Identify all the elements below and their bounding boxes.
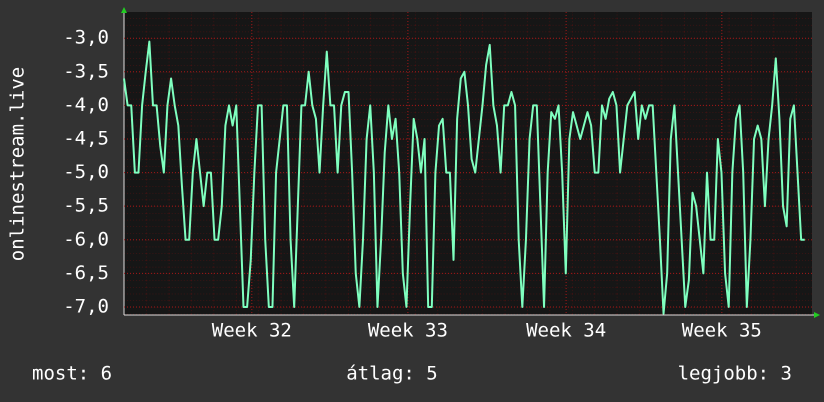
footer-stat: átlag: 5 (346, 363, 438, 385)
y-arrow (121, 7, 127, 13)
y-tick-label: -6,5 (63, 262, 109, 284)
y-tick-label: -7,0 (63, 295, 109, 317)
x-arrow (814, 312, 820, 318)
x-tick-label: Week 34 (526, 320, 606, 342)
footer-stat: most: 6 (32, 363, 112, 385)
y-tick-label: -4,0 (63, 94, 109, 116)
minor-grid (124, 12, 812, 315)
y-tick-label: -3,0 (63, 27, 109, 49)
y-tick-label: -3,5 (63, 60, 109, 82)
y-axis-label: onlinestream.live (7, 67, 29, 261)
footer-stat: legjobb: 3 (678, 363, 792, 385)
y-tick-label: -5,5 (63, 195, 109, 217)
x-tick-label: Week 35 (682, 320, 762, 342)
y-tick-label: -4,5 (63, 127, 109, 149)
y-tick-label: -6,0 (63, 228, 109, 250)
x-tick-label: Week 32 (212, 320, 292, 342)
data-line (123, 40, 805, 315)
y-tick-label: -5,0 (63, 161, 109, 183)
x-tick-label: Week 33 (368, 320, 448, 342)
